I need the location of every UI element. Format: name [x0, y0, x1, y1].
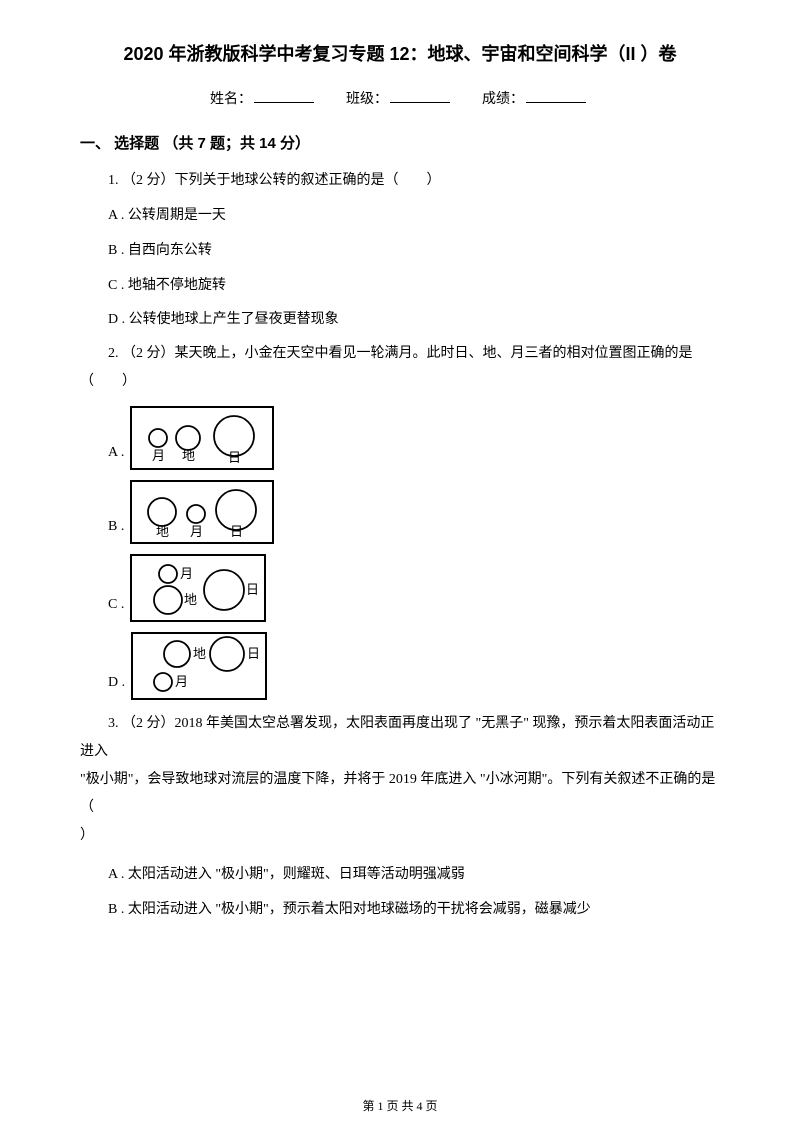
q2-stem: 2. （2 分）某天晚上，小金在天空中看见一轮满月。此时日、地、月三者的相对位置…	[80, 340, 720, 396]
student-meta-line: 姓名： 班级： 成绩：	[80, 88, 720, 108]
q2-option-b: B . 地 月 日	[108, 480, 720, 544]
section-header: 一、 选择题 （共 7 题；共 14 分）	[80, 132, 720, 153]
q2-diagram-c: 月地 日	[130, 554, 266, 622]
score-label: 成绩：	[482, 92, 524, 107]
exam-title: 2020 年浙教版科学中考复习专题 12：地球、宇宙和空间科学（II ）卷	[80, 40, 720, 66]
name-blank[interactable]	[254, 88, 314, 103]
q3-stem-line1: 3. （2 分）2018 年美国太空总署发现，太阳表面再度出现了 "无黑子" 现…	[80, 710, 720, 766]
q2-diagram-d: 地月 日	[131, 632, 267, 700]
q2-option-a: A . 月 地 日	[108, 406, 720, 470]
q2-option-c: C . 月地 日	[108, 554, 720, 622]
q1-option-b: B . 自西向东公转	[80, 236, 720, 267]
svg-text:日: 日	[228, 450, 241, 465]
svg-text:地: 地	[182, 448, 195, 463]
svg-text:日: 日	[247, 646, 260, 661]
class-label: 班级：	[346, 92, 388, 107]
diagram-b-svg: 地月日	[132, 482, 272, 542]
exam-page: 2020 年浙教版科学中考复习专题 12：地球、宇宙和空间科学（II ）卷 姓名…	[0, 0, 800, 1132]
q2-option-b-label: B .	[108, 516, 124, 544]
score-blank[interactable]	[526, 88, 586, 103]
svg-text:月: 月	[180, 566, 193, 581]
q3-option-a: A . 太阳活动进入 "极小期"，则耀斑、日珥等活动明强减弱	[80, 860, 720, 891]
q2-option-a-label: A .	[108, 442, 124, 470]
q1-option-d: D . 公转使地球上产生了昼夜更替现象	[80, 305, 720, 336]
diagram-c-svg: 月地 日	[132, 556, 264, 620]
name-label: 姓名：	[210, 92, 252, 107]
svg-text:月: 月	[152, 448, 165, 463]
q3-stem: 3. （2 分）2018 年美国太空总署发现，太阳表面再度出现了 "无黑子" 现…	[80, 710, 720, 850]
svg-text:日: 日	[230, 524, 243, 539]
svg-text:地: 地	[193, 646, 206, 661]
diagram-d-svg: 地月 日	[133, 634, 265, 698]
q1-stem: 1. （2 分）下列关于地球公转的叙述正确的是（ ）	[80, 167, 720, 195]
q3-stem-line3: ）	[80, 828, 94, 843]
q2-diagram-b: 地月日	[130, 480, 274, 544]
q3-option-b: B . 太阳活动进入 "极小期"，预示着太阳对地球磁场的干扰将会减弱，磁暴减少	[80, 895, 720, 926]
svg-text:地: 地	[156, 524, 169, 539]
q2-option-d-label: D .	[108, 672, 125, 700]
diagram-a-svg: 月地日	[132, 408, 272, 468]
page-footer: 第 1 页 共 4 页	[0, 1097, 800, 1114]
svg-text:地: 地	[184, 592, 197, 607]
svg-text:月: 月	[190, 524, 203, 539]
q1-option-c: C . 地轴不停地旋转	[80, 271, 720, 302]
svg-text:月: 月	[175, 674, 188, 689]
q2-option-d: D . 地月 日	[108, 632, 720, 700]
q2-option-c-label: C .	[108, 594, 124, 622]
q1-option-a: A . 公转周期是一天	[80, 201, 720, 232]
q2-diagram-a: 月地日	[130, 406, 274, 470]
svg-text:日: 日	[246, 582, 259, 597]
class-blank[interactable]	[390, 88, 450, 103]
q3-stem-line2: "极小期"，会导致地球对流层的温度下降，并将于 2019 年底进入 "小冰河期"…	[80, 772, 715, 815]
